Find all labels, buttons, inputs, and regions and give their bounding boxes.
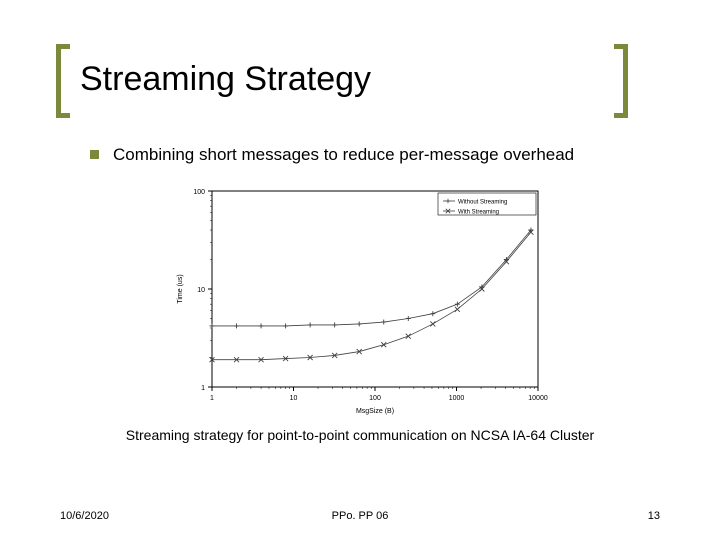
- bullet-item: Combining short messages to reduce per-m…: [90, 145, 660, 165]
- bullet-text: Combining short messages to reduce per-m…: [113, 145, 574, 165]
- footer-center: PPo. PP 06: [60, 510, 660, 522]
- title-area: Streaming Strategy: [60, 50, 660, 109]
- svg-text:With Streaming: With Streaming: [458, 210, 499, 216]
- svg-text:100: 100: [369, 395, 381, 402]
- chart-caption: Streaming strategy for point-to-point co…: [60, 427, 660, 443]
- svg-text:1000: 1000: [449, 395, 465, 402]
- footer: 10/6/2020 PPo. PP 06 13: [60, 510, 660, 522]
- svg-text:1: 1: [210, 395, 214, 402]
- svg-text:Without Streaming: Without Streaming: [458, 200, 507, 206]
- svg-text:10: 10: [197, 287, 205, 294]
- slide-title: Streaming Strategy: [60, 50, 391, 109]
- chart: 1 10 100 1000 10000 1 10 100 MsgSize (B) Time (us…: [170, 179, 550, 419]
- svg-text:10: 10: [290, 395, 298, 402]
- bracket-right: [614, 44, 628, 118]
- svg-text:10000: 10000: [528, 395, 548, 402]
- svg-text:Time (us): Time (us): [177, 274, 184, 303]
- chart-svg: 1 10 100 1000 10000 1 10 100 MsgSize (B) Time (us…: [170, 179, 550, 419]
- slide: Streaming Strategy Combining short messa…: [0, 0, 720, 540]
- svg-text:100: 100: [193, 189, 205, 196]
- bracket-left: [56, 44, 70, 118]
- bullet-icon: [90, 150, 99, 159]
- svg-text:1: 1: [201, 385, 205, 392]
- svg-text:MsgSize (B): MsgSize (B): [356, 408, 394, 415]
